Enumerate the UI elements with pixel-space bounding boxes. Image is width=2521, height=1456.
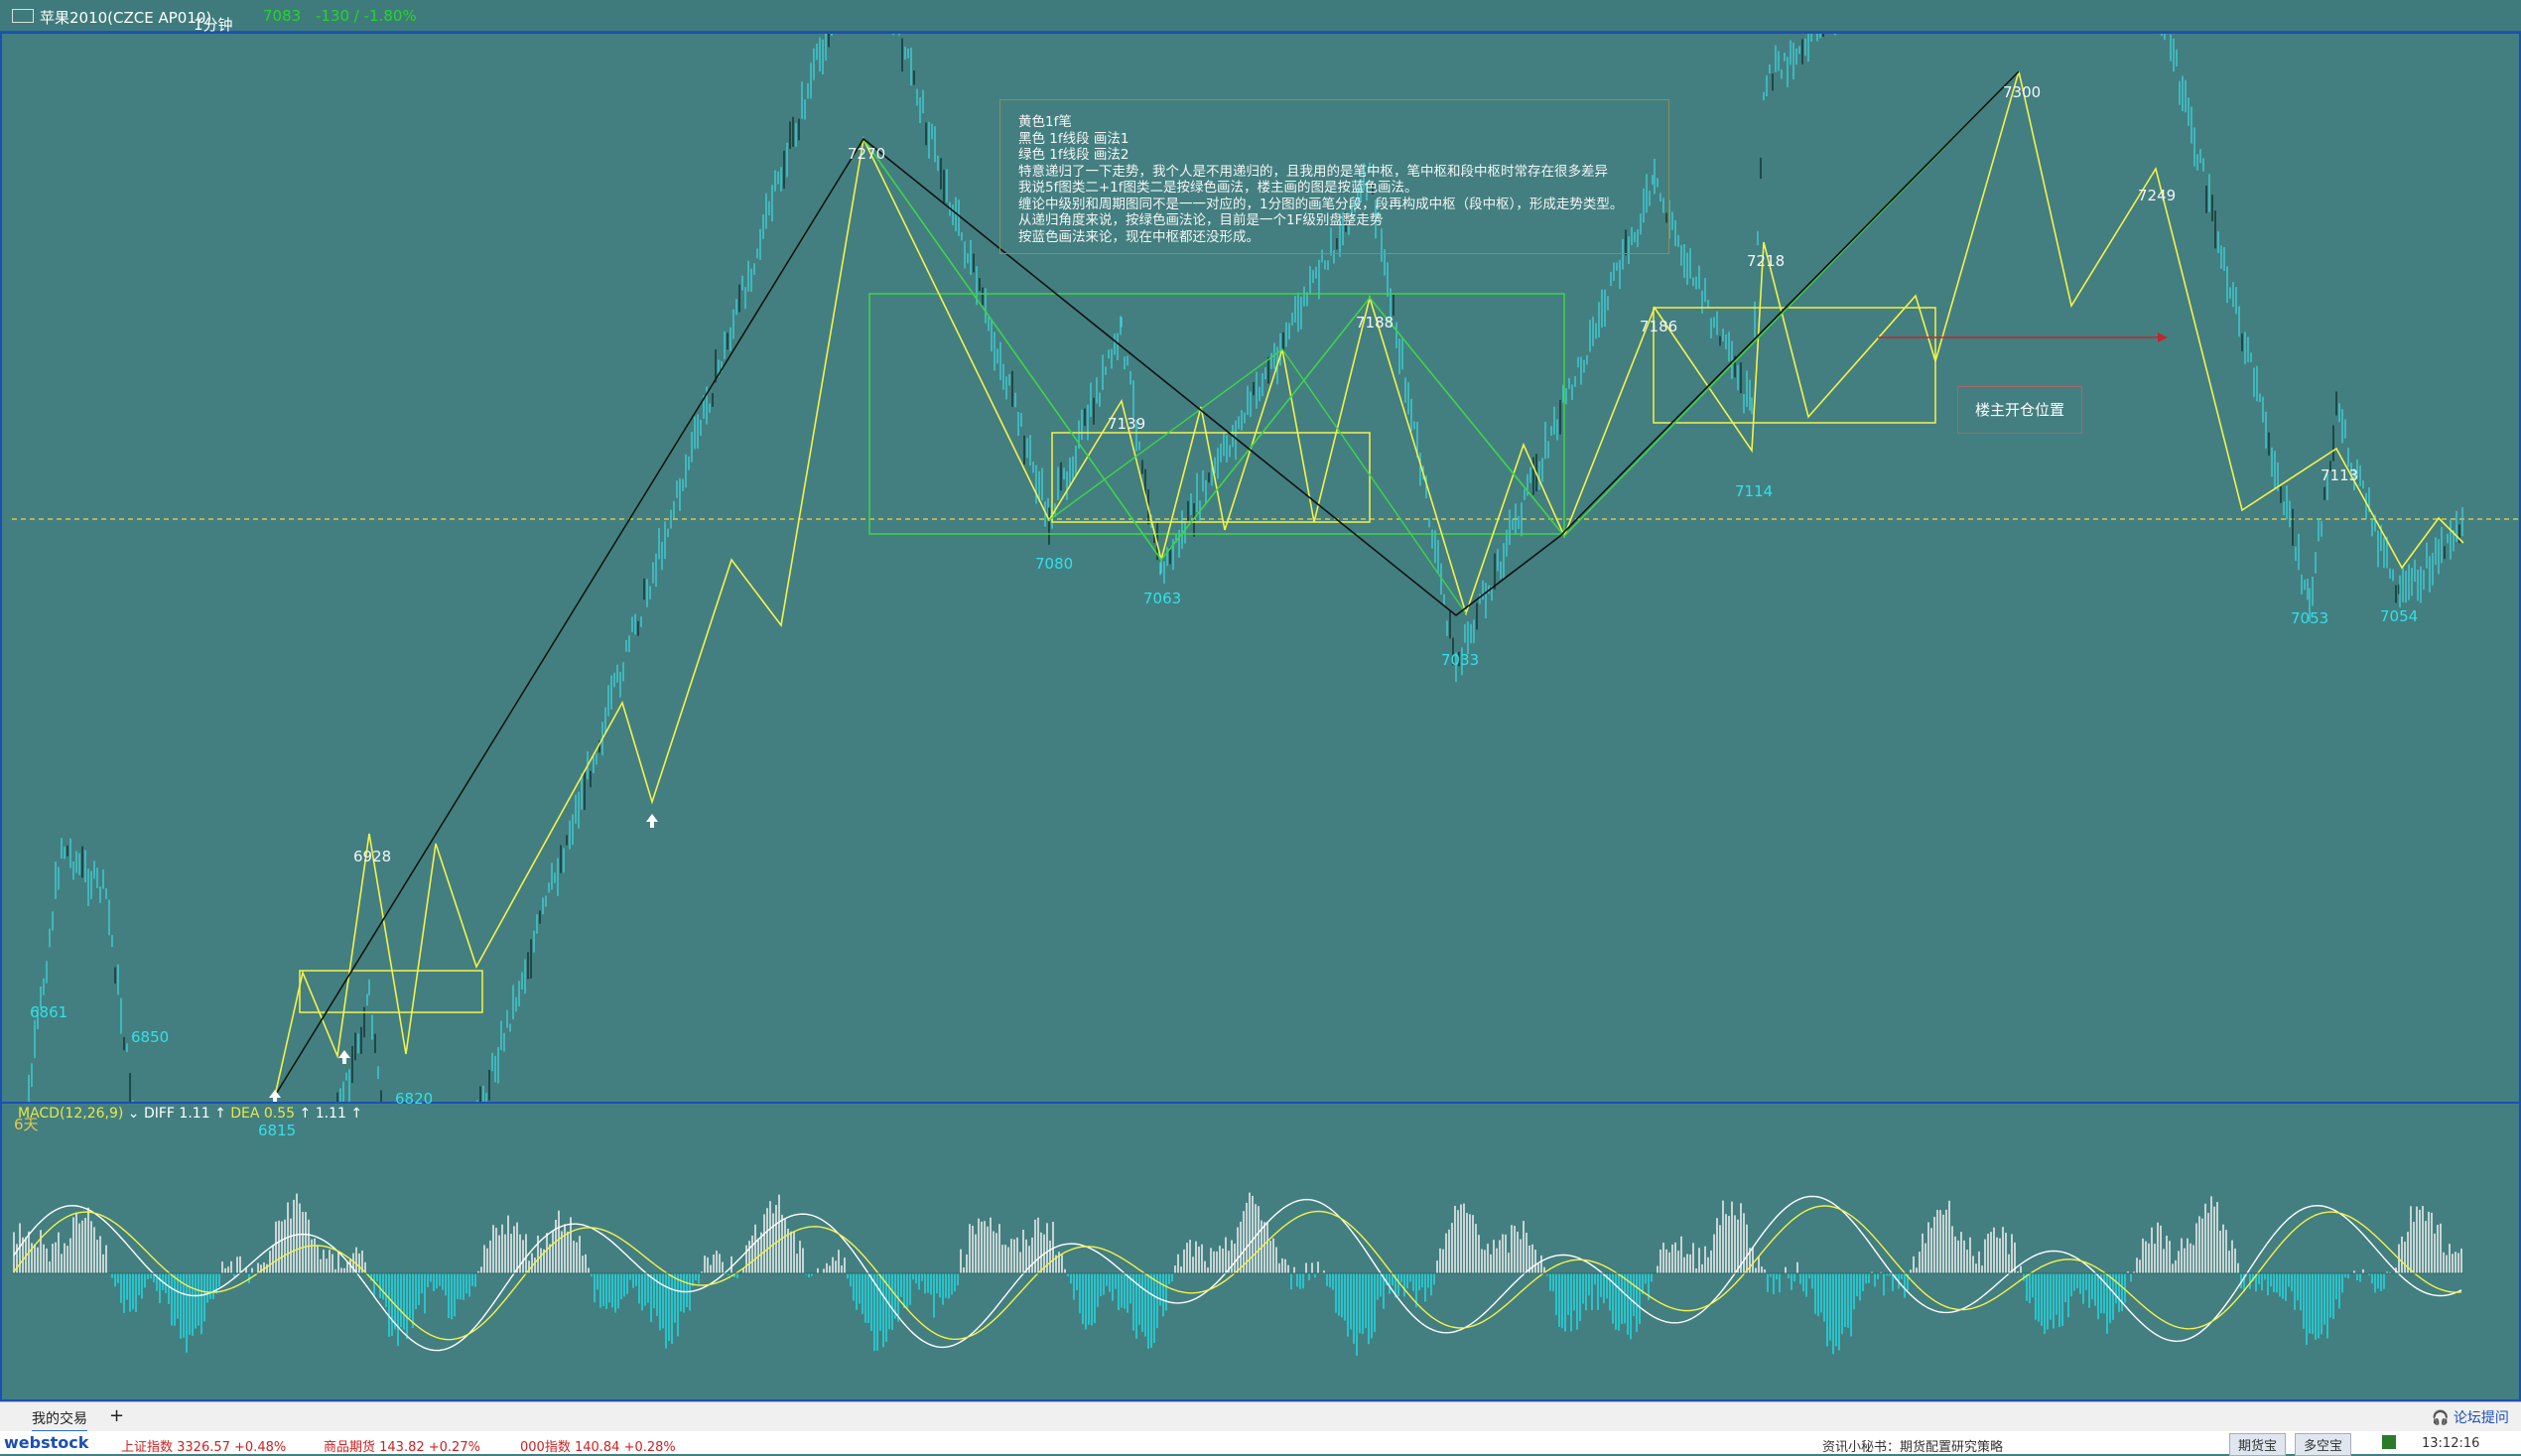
buy-marker	[269, 814, 658, 1102]
forum-button[interactable]: 🎧 论坛提问	[2432, 1407, 2509, 1427]
pivot-label: 7186	[1640, 318, 1678, 335]
window-icon[interactable]	[12, 9, 34, 23]
macd-header: MACD(12,26,9) ⌄ DIFF 1.11 ↑ DEA 0.55 ↑ 1…	[18, 1106, 363, 1122]
longshort-button[interactable]: 多空宝	[2295, 1433, 2352, 1456]
pivot-box-yellow-middle	[1051, 432, 1371, 523]
forum-label: 论坛提问	[2453, 1410, 2509, 1426]
price-chart-panel[interactable]: 6861 6850 6815 6928 6820 7270 7080 7139 …	[0, 32, 2521, 1139]
headset-icon: 🎧	[2432, 1410, 2450, 1426]
period-label: 1分钟	[194, 16, 233, 34]
note-line: 从递归角度来说，按绿色画法论，目前是一个1F级别盘整走势	[1018, 212, 1384, 228]
note-line: 绿色 1f线段 画法2	[1018, 147, 1129, 163]
macd-panel[interactable]: MACD(12,26,9) ⌄ DIFF 1.11 ↑ DEA 0.55 ↑ 1…	[0, 1104, 2521, 1401]
note-line: 黄色1f笔	[1018, 114, 1072, 130]
pivot-label: 7080	[1035, 555, 1074, 573]
index-ticker[interactable]: 000指数 140.84 +0.28%	[520, 1440, 676, 1455]
entry-arrow-head	[2158, 332, 2168, 342]
brand-logo: webstock	[4, 1433, 89, 1452]
macd-histogram	[13, 1192, 2462, 1357]
pivot-box-yellow-left	[299, 970, 483, 1013]
pivot-label: 6928	[353, 848, 392, 865]
pivot-label: 6861	[30, 1003, 68, 1021]
news-ticker[interactable]: 资讯小秘书：期货配置研究策略	[1822, 1440, 2004, 1455]
pivot-label: 7270	[848, 145, 886, 163]
pivot-label: 6850	[131, 1028, 170, 1046]
bottom-tab-bar: 我的交易 + 🎧 论坛提问	[0, 1401, 2521, 1432]
note-line: 缠论中级别和周期图同不是一一对应的，1分图的画笔分段，段再构成中枢（段中枢），形…	[1018, 196, 1624, 212]
note-line: 特意递归了一下走势，我个人是不用递归的，且我用的是笔中枢，笔中枢和段中枢时常存在…	[1018, 163, 1608, 180]
clock: 13:12:16	[2422, 1436, 2480, 1451]
symbol-name[interactable]: 苹果2010(CZCE AP010)	[40, 9, 212, 27]
chart-title-bar: 苹果2010(CZCE AP010) 1分钟 ⌄ 7083 -130 / -1.…	[0, 0, 2521, 34]
pivot-label: 7113	[2321, 466, 2359, 484]
last-price: 7083	[263, 7, 302, 25]
pivot-label: 7053	[2291, 609, 2329, 627]
price-chart-svg[interactable]	[2, 34, 2519, 1102]
pivot-label: 6815	[258, 1122, 297, 1139]
pivot-label: 7218	[1747, 252, 1786, 270]
connection-icon	[2382, 1435, 2396, 1449]
pivot-box-yellow-right	[1653, 307, 1936, 424]
pivot-label: 7139	[1108, 415, 1146, 433]
note-line: 我说5f图类二+1f图类二是按绿色画法，楼主画的图是按蓝色画法。	[1018, 180, 1418, 196]
add-tab-button[interactable]: +	[109, 1405, 125, 1426]
pivot-label: 7188	[1356, 314, 1394, 331]
pivot-label: 7054	[2380, 607, 2419, 625]
pivot-label: 7033	[1441, 651, 1480, 669]
tab-my-trades[interactable]: 我的交易	[32, 1408, 87, 1432]
macd-chart-svg[interactable]	[2, 1104, 2519, 1399]
pivot-label: 7300	[2003, 83, 2042, 101]
index-ticker[interactable]: 上证指数 3326.57 +0.48%	[121, 1440, 287, 1455]
day-marker: 6天	[14, 1116, 39, 1133]
note-line: 按蓝色画法来论，现在中枢都还没形成。	[1018, 228, 1260, 245]
index-ticker[interactable]: 商品期货 143.82 +0.27%	[324, 1440, 480, 1455]
analysis-note-box: 黄色1f笔 黑色 1f线段 画法1 绿色 1f线段 画法2 特意递归了一下走势，…	[999, 99, 1669, 254]
macd-title[interactable]: MACD(12,26,9)	[18, 1106, 124, 1122]
note-line: 黑色 1f线段 画法1	[1018, 130, 1129, 147]
macd-diff-value: DIFF 1.11	[143, 1106, 210, 1122]
pivot-label: 7114	[1735, 482, 1774, 500]
price-candles	[28, 34, 2463, 1102]
macd-value: 1.11	[315, 1106, 346, 1122]
entry-position-label: 楼主开仓位置	[1957, 386, 2082, 434]
pivot-label: 6820	[395, 1090, 434, 1108]
pivot-label: 7063	[1143, 590, 1182, 607]
pivot-box-green-large	[868, 293, 1565, 535]
green-segment-line-2	[1048, 348, 1467, 614]
status-bar: webstock 上证指数 3326.57 +0.48% 商品期货 143.82…	[0, 1431, 2521, 1456]
price-change: -130 / -1.80%	[316, 7, 417, 25]
futures-button[interactable]: 期货宝	[2229, 1433, 2287, 1456]
pivot-label: 7249	[2138, 187, 2177, 204]
yellow-pen-line	[274, 70, 2464, 1097]
macd-diff-line	[13, 1195, 2462, 1352]
macd-dea-value: DEA 0.55	[230, 1106, 296, 1122]
macd-dea-line	[13, 1205, 2462, 1341]
black-segment-line	[274, 70, 2020, 1097]
period-dropdown[interactable]: 1分钟 ⌄	[194, 7, 233, 34]
